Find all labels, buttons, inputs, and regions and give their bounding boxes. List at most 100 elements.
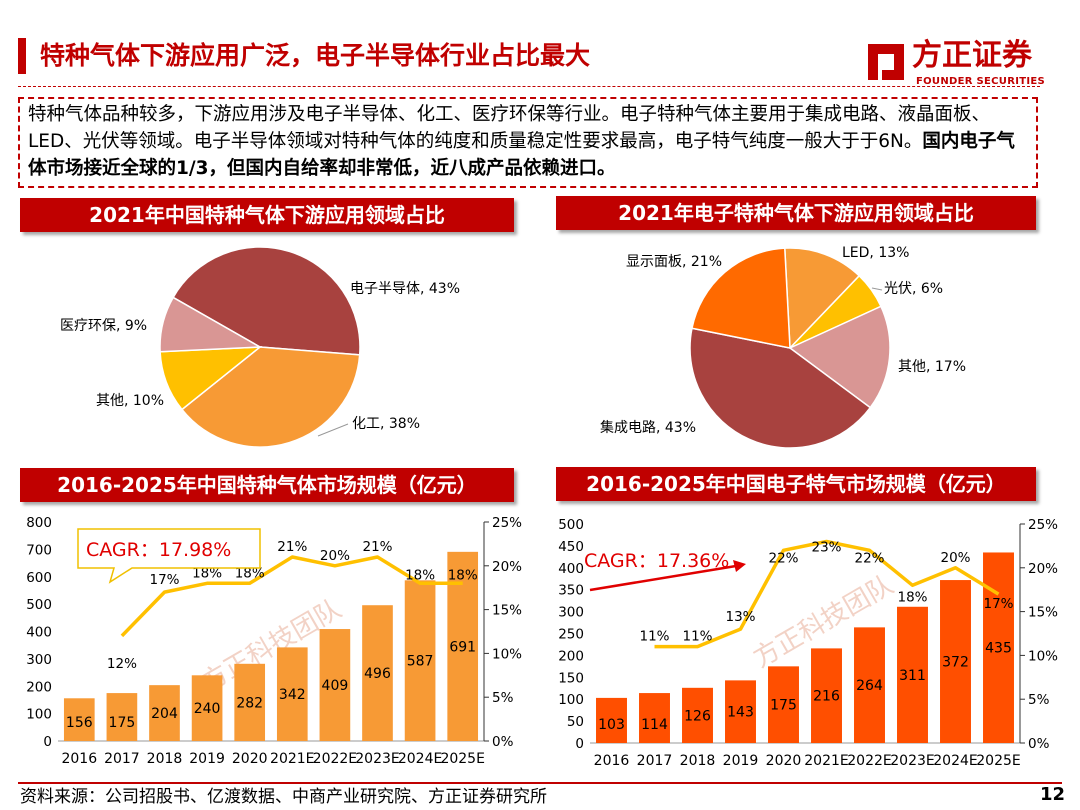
pie2-title: 2021年电子特种气体下游应用领域占比	[556, 196, 1036, 230]
bar2-ytick-4: 200	[558, 648, 584, 664]
bar2-bar-3	[725, 680, 756, 743]
bar1-y2tick-3: 15%	[492, 603, 522, 619]
bar-chart-special-gas-market: 0 100 200 300 400 500 600 700 800 0% 5% 10% 15% 20% 25…	[26, 515, 522, 767]
bar2-bar-8	[940, 580, 971, 743]
bar2-y2tick-4: 20%	[1028, 561, 1058, 577]
pie2-slice-3	[689, 327, 872, 449]
bar2-ytick-9: 450	[558, 539, 584, 555]
pie1-slice-1	[180, 346, 361, 448]
title-accent-bar	[18, 38, 26, 74]
intro-paragraph: 特种气体品种较多，下游应用涉及电子半导体、化工、医疗环保等行业。电子特种气体主要…	[28, 101, 1028, 182]
founder-logo-icon	[868, 44, 904, 80]
bar2-y2tick-3: 15%	[1028, 605, 1058, 621]
bar2-cagr-arrowhead	[733, 560, 746, 572]
bar2-bar-2	[682, 687, 713, 743]
bar2-ytick-2: 100	[558, 692, 584, 708]
bar1-xtick-2: 2018	[147, 751, 183, 767]
bar1-bar-label-0: 156	[66, 715, 93, 731]
bar2-bar-0	[596, 697, 627, 743]
bar1-cagr-callout	[77, 528, 261, 584]
bar2-xtick-8: 2024E	[933, 753, 977, 769]
bar1-bar-label-6: 409	[322, 678, 349, 694]
pie1-slice-3	[159, 296, 263, 353]
bar1-y2tick-5: 25%	[492, 515, 522, 531]
bar1-bar-3	[191, 675, 223, 741]
page-number: 12	[1040, 784, 1066, 805]
bar1-ytick-7: 700	[26, 542, 52, 558]
pie1-label-0: 电子半导体, 43%	[350, 281, 460, 297]
pie1-slice-0	[172, 246, 361, 356]
bar-chart-electronic-gas-market: 0 50 100 150 200 250 300 350 400 450 500 0% 5% 10% 15%…	[558, 517, 1058, 769]
footer-divider	[18, 782, 1062, 784]
bar2-bar-7	[897, 606, 928, 743]
bar1-y2tick-1: 5%	[492, 690, 514, 706]
bar1-growth-label-9: 18%	[448, 567, 478, 583]
bar1-bar-4	[234, 663, 266, 741]
bar2-bar-1	[639, 693, 670, 743]
bar1-bar-label-5: 342	[279, 687, 306, 703]
bar1-growth-label-3: 18%	[192, 565, 222, 581]
bar2-xtick-4: 2020	[766, 753, 802, 769]
bar1-xtick-9: 2025E	[440, 751, 484, 767]
pie2-label-1: 光伏, 6%	[884, 281, 943, 297]
pie2-slice-2	[788, 305, 891, 409]
bar1-bar-label-4: 282	[236, 695, 263, 711]
bar1-y2tick-4: 20%	[492, 559, 522, 575]
bar2-bar-label-8: 372	[942, 655, 969, 671]
bar1-ytick-5: 500	[26, 597, 52, 613]
pie-chart-electronic-gas: LED, 13% 光伏, 6% 其他, 17% 集成电路, 43% 显示面板, 21%	[600, 245, 966, 449]
pie2-slice-0	[783, 247, 861, 350]
bar2-xtick-2: 2018	[680, 753, 716, 769]
bar1-ytick-6: 600	[26, 570, 52, 586]
bar1-growth-label-8: 18%	[405, 567, 435, 583]
intro-text-normal: 特种气体品种较多，下游应用涉及电子半导体、化工、医疗环保等行业。电子特种气体主要…	[28, 104, 991, 152]
bar1-xtick-3: 2019	[189, 751, 225, 767]
bar1-ytick-3: 300	[26, 652, 52, 668]
bar1-bar-label-2: 204	[151, 706, 178, 722]
bar1-ytick-4: 400	[26, 625, 52, 641]
pie2-leader-1	[871, 287, 883, 291]
bar2-bar-label-4: 175	[770, 698, 797, 714]
bar1-growth-label-7: 21%	[362, 539, 392, 555]
bar1-y2tick-2: 10%	[492, 646, 522, 662]
bar2-y2tick-0: 0%	[1028, 736, 1050, 752]
bar2-growth-label-5: 23%	[811, 540, 841, 556]
bar2-growth-label-3: 13%	[725, 609, 755, 625]
bar2-cagr-label: CAGR：17.36%	[584, 550, 729, 572]
bar1-bar-6	[319, 629, 351, 741]
bar2-y2tick-5: 25%	[1028, 517, 1058, 533]
bar2-y2tick-2: 10%	[1028, 648, 1058, 664]
pie1-label-2: 其他, 10%	[96, 393, 164, 409]
bar1-ytick-0: 0	[43, 734, 52, 750]
bar2-bar-label-2: 126	[684, 708, 711, 724]
bar1-xtick-7: 2023E	[355, 751, 399, 767]
pie2-label-3: 集成电路, 43%	[600, 419, 696, 436]
bar2-xtick-7: 2023E	[890, 753, 934, 769]
pie1-label-1: 化工, 38%	[352, 416, 420, 432]
bar1-bar-label-7: 496	[364, 666, 391, 682]
pie1-label-3: 医疗环保, 9%	[60, 318, 147, 334]
bar1-title: 2016-2025年中国特种气体市场规模（亿元）	[20, 468, 514, 502]
bar1-bar-label-1: 175	[109, 715, 136, 731]
bar1-bar-label-3: 240	[194, 701, 221, 717]
bar1-bar-5	[276, 647, 308, 741]
bar1-xtick-6: 2022E	[313, 751, 357, 767]
bar1-growth-label-5: 21%	[277, 539, 307, 555]
bar1-xtick-0: 2016	[61, 751, 97, 767]
intro-text-bold: 国内电子气体市场接近全球的1/3，但国内自给率却非常低，近八成产品依赖进口。	[28, 131, 1015, 179]
bar2-xtick-6: 2022E	[847, 753, 891, 769]
bar2-growth-label-1: 11%	[639, 629, 669, 645]
bar2-growth-label-2: 11%	[682, 629, 712, 645]
bar1-growth-label-2: 17%	[149, 572, 179, 588]
pie2-label-2: 其他, 17%	[898, 359, 966, 375]
bar2-bar-4	[768, 666, 799, 743]
bar2-growth-line	[654, 539, 1000, 649]
bar1-ytick-1: 100	[26, 707, 52, 723]
bar2-title: 2016-2025年中国电子特气市场规模（亿元）	[556, 467, 1036, 501]
bar2-xtick-3: 2019	[723, 753, 759, 769]
bar2-bar-label-6: 264	[856, 678, 883, 694]
logo-english-name: FOUNDER SECURITIES	[916, 76, 1046, 87]
pie2-label-4: 显示面板, 21%	[626, 254, 722, 270]
intro-frame	[18, 97, 1038, 188]
bar1-bar-label-9: 691	[449, 639, 476, 655]
